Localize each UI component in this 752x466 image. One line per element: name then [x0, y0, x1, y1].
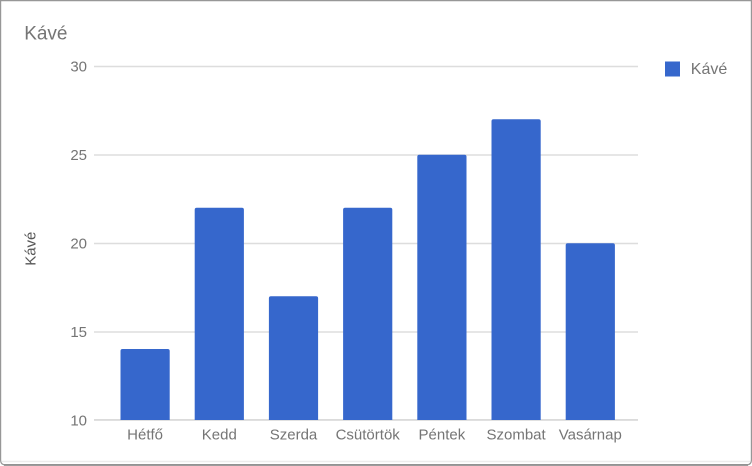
svg-text:Hétfő: Hétfő [127, 427, 163, 444]
svg-text:Szerda: Szerda [270, 427, 318, 444]
svg-text:30: 30 [70, 58, 87, 75]
svg-text:Vasárnap: Vasárnap [559, 427, 622, 444]
svg-text:Csütörtök: Csütörtök [336, 427, 401, 444]
svg-text:Kedd: Kedd [202, 427, 237, 444]
svg-text:Szombat: Szombat [486, 427, 546, 444]
svg-text:Péntek: Péntek [419, 427, 466, 444]
svg-text:Kávé: Kávé [691, 61, 728, 78]
svg-text:25: 25 [70, 147, 87, 164]
svg-text:Kávé: Kávé [23, 232, 40, 266]
svg-text:10: 10 [70, 412, 87, 429]
svg-text:15: 15 [70, 324, 87, 341]
svg-text:20: 20 [70, 235, 87, 252]
svg-text:Kávé: Kávé [24, 23, 67, 44]
